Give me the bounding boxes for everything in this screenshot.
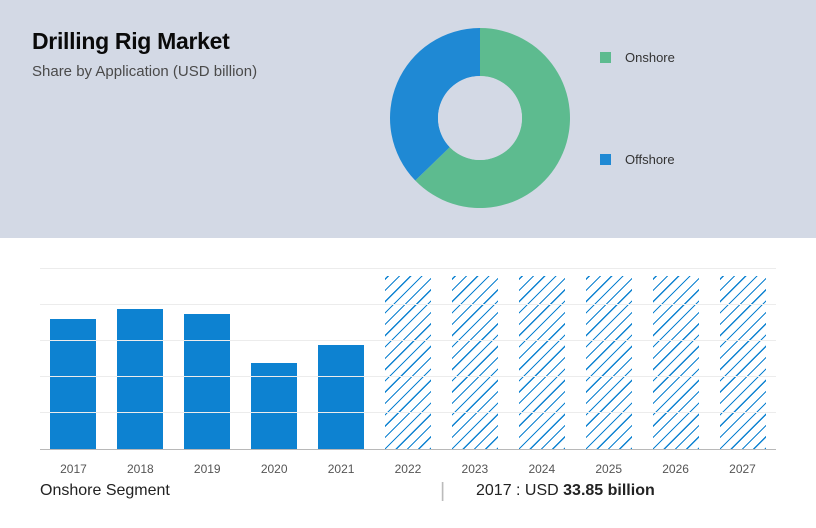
bar-panel: 2017201820192020202120222023202420252026… (0, 238, 816, 476)
xaxis-label-2026: 2026 (642, 462, 709, 476)
xaxis-label-2017: 2017 (40, 462, 107, 476)
xaxis-label-2019: 2019 (174, 462, 241, 476)
legend-label: Onshore (625, 50, 675, 65)
xaxis-label-2020: 2020 (241, 462, 308, 476)
bar-slot-2021 (308, 270, 375, 449)
xaxis-label-2018: 2018 (107, 462, 174, 476)
bar-slot-2018 (107, 270, 174, 449)
bar-slot-2025 (575, 270, 642, 449)
bar-xaxis: 2017201820192020202120222023202420252026… (40, 462, 776, 476)
xaxis-label-2023: 2023 (441, 462, 508, 476)
gridline (40, 340, 776, 341)
bar-2026 (653, 276, 699, 449)
bar-group (40, 270, 776, 449)
donut-hole (438, 76, 522, 160)
bar-2025 (586, 276, 632, 449)
legend-item-offshore: Offshore (600, 152, 675, 167)
gridline (40, 376, 776, 377)
bar-2023 (452, 276, 498, 449)
bar-2017 (50, 319, 96, 449)
bar-2021 (318, 345, 364, 449)
bar-slot-2026 (642, 270, 709, 449)
bar-chart (40, 270, 776, 450)
bar-slot-2020 (241, 270, 308, 449)
xaxis-label-2024: 2024 (508, 462, 575, 476)
footer-stat: 2017 : USD 33.85 billion (476, 482, 655, 500)
bar-2022 (385, 276, 431, 449)
xaxis-label-2027: 2027 (709, 462, 776, 476)
bar-slot-2022 (375, 270, 442, 449)
gridline (40, 268, 776, 269)
stat-sep: : USD (512, 482, 564, 499)
bar-2024 (519, 276, 565, 449)
bar-slot-2023 (441, 270, 508, 449)
bar-slot-2017 (40, 270, 107, 449)
legend-swatch (600, 154, 611, 165)
bar-slot-2019 (174, 270, 241, 449)
donut-chart (380, 18, 580, 223)
stat-year: 2017 (476, 482, 512, 499)
gridline (40, 412, 776, 413)
bar-2018 (117, 309, 163, 449)
xaxis-label-2021: 2021 (308, 462, 375, 476)
bar-slot-2027 (709, 270, 776, 449)
bar-2019 (184, 314, 230, 449)
xaxis-label-2025: 2025 (575, 462, 642, 476)
footer-row: Onshore Segment | 2017 : USD 33.85 billi… (40, 482, 776, 500)
legend-label: Offshore (625, 152, 675, 167)
bar-2027 (720, 276, 766, 449)
gridline (40, 304, 776, 305)
legend-item-onshore: Onshore (600, 50, 675, 65)
segment-label: Onshore Segment (40, 482, 170, 500)
bar-slot-2024 (508, 270, 575, 449)
xaxis-label-2022: 2022 (375, 462, 442, 476)
donut-panel: Drilling Rig Market Share by Application… (0, 0, 816, 238)
stat-value: 33.85 billion (563, 482, 655, 499)
legend-swatch (600, 52, 611, 63)
footer-divider: | (440, 480, 445, 503)
